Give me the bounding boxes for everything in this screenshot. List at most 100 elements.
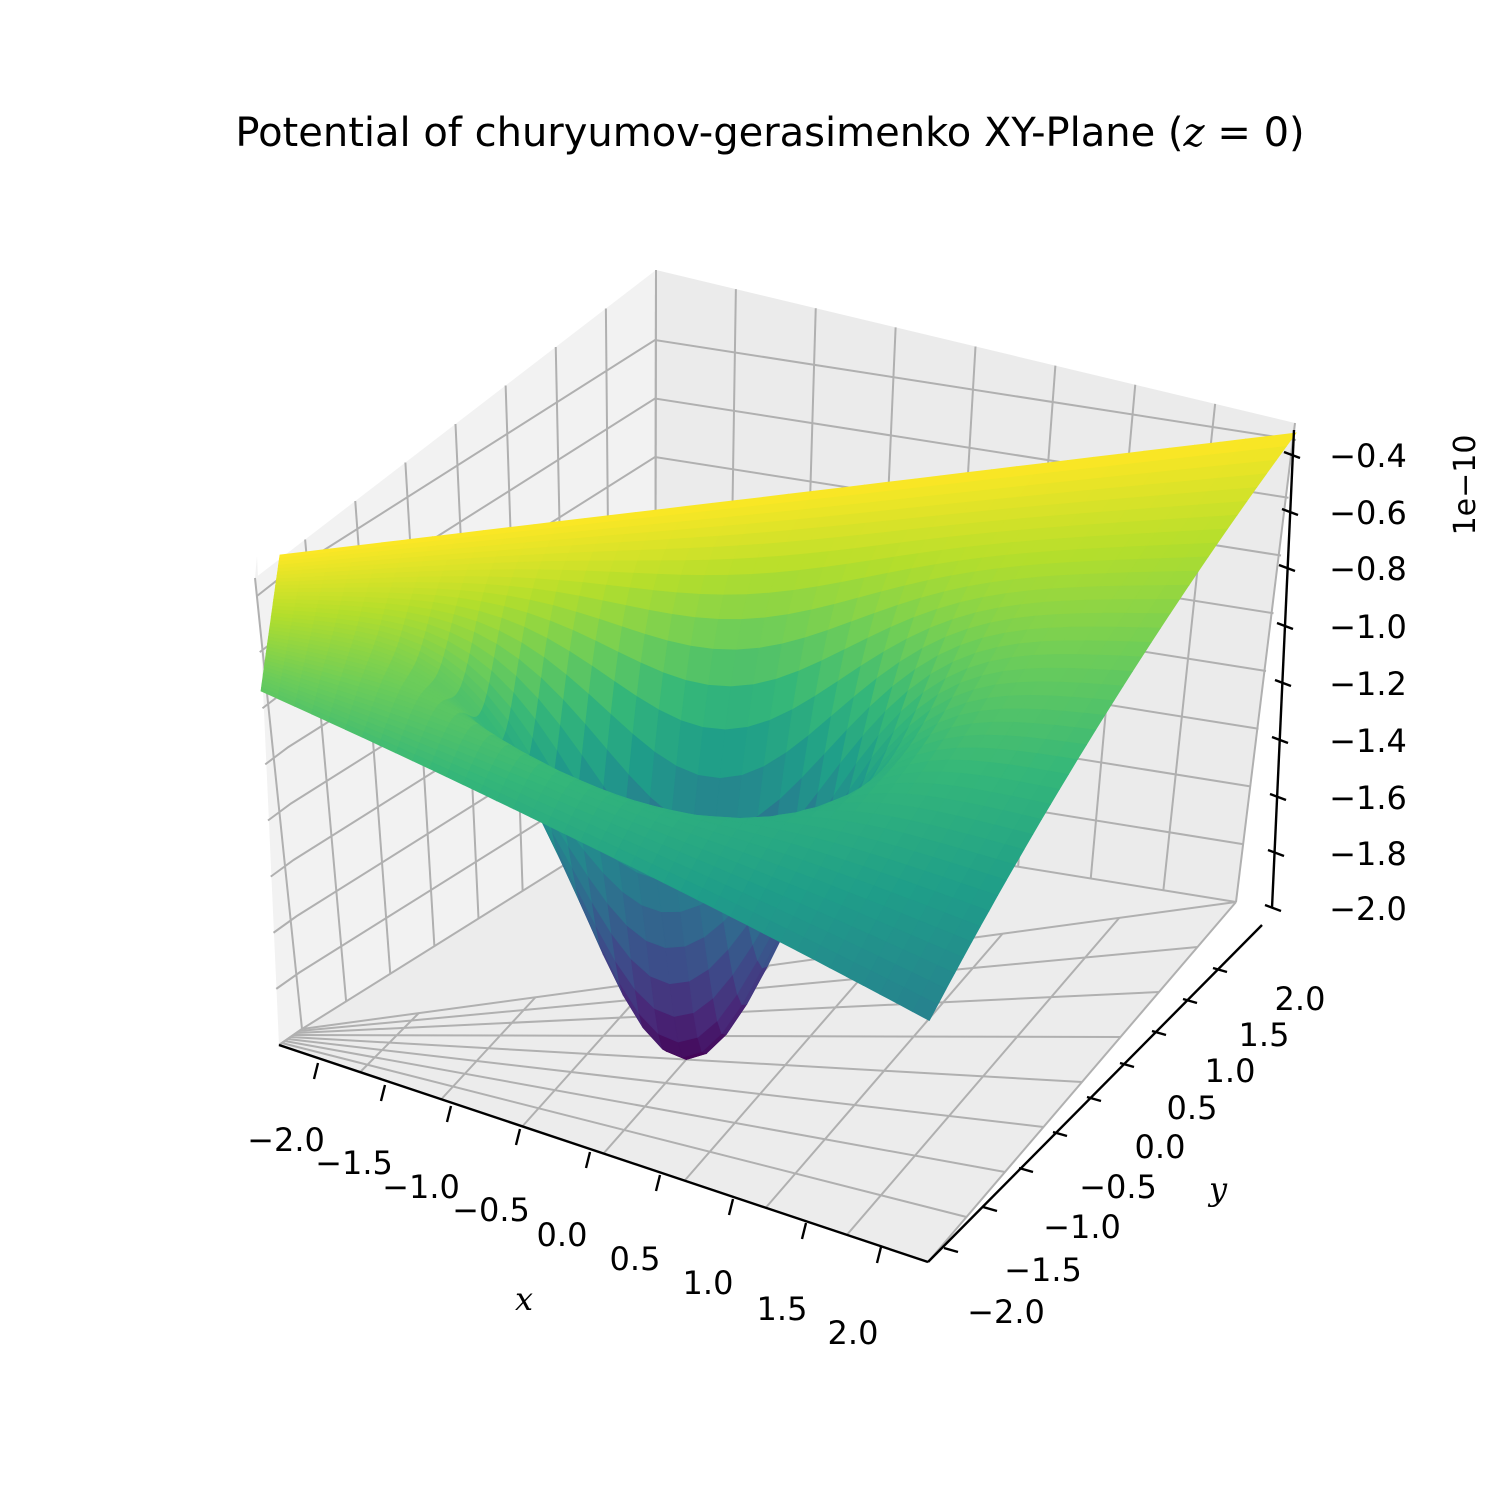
surface	[260, 432, 1297, 1061]
surface-patch	[562, 560, 591, 572]
chart-title: Potential of churyumov-gerasimenko XY-Pl…	[235, 110, 1305, 156]
grid-line	[256, 338, 1297, 597]
surface-patch	[274, 588, 299, 594]
axes	[278, 429, 1301, 1264]
surface-patch	[633, 560, 663, 575]
surface-patch	[415, 576, 443, 584]
y-tick-mark	[1086, 1095, 1102, 1103]
surface-patch	[343, 587, 369, 594]
surface-patch	[652, 573, 682, 594]
surface-patch	[592, 542, 622, 553]
y-axis-label: y	[1207, 1170, 1228, 1208]
z-tick-label: −1.4	[1329, 722, 1407, 760]
x-tick-mark	[584, 1151, 592, 1169]
z-tick-mark	[1264, 903, 1282, 913]
surface-patch	[466, 562, 495, 571]
surface-patch	[392, 576, 419, 584]
surface-patch	[538, 560, 567, 571]
z-axis-line	[1270, 429, 1296, 909]
surface-patch	[640, 538, 671, 551]
z-offset-label: 1e−10	[1448, 435, 1483, 536]
surface-patch	[490, 561, 519, 571]
y-tick-label: 0.0	[1135, 1128, 1186, 1166]
y-tick-mark	[1052, 1130, 1068, 1138]
surface-patch	[438, 576, 466, 584]
x-tick-label: 0.0	[537, 1216, 588, 1254]
x-tick-label: −1.5	[315, 1144, 393, 1182]
z-tick-mark	[1276, 621, 1294, 631]
surface-patch	[629, 572, 659, 591]
x-axis-line	[278, 1043, 929, 1264]
surface-patch	[637, 548, 667, 562]
z-tick-label: −0.4	[1329, 437, 1407, 475]
z-tick-label: −0.8	[1329, 550, 1407, 588]
surface-patch	[367, 582, 394, 589]
surface-patch	[368, 577, 395, 584]
surface-patch	[609, 560, 639, 574]
z-tick-mark	[1274, 678, 1292, 688]
y-tick-mark	[982, 1205, 998, 1213]
x-tick-label: 2.0	[828, 1314, 879, 1352]
surface-patch	[585, 560, 615, 573]
z-tick-label: −0.6	[1329, 494, 1407, 532]
surface-patch	[661, 547, 691, 562]
y-tick-mark	[1018, 1166, 1034, 1174]
surface-patch	[440, 569, 468, 578]
y-tick-label: −1.0	[1043, 1208, 1121, 1246]
surface-patch	[589, 550, 618, 562]
y-tick-label: 1.0	[1205, 1052, 1256, 1090]
surface-patch	[541, 552, 570, 563]
y-tick-mark	[1151, 1029, 1167, 1037]
y-axis-line	[927, 924, 1263, 1263]
x-tick-label: 0.5	[610, 1240, 661, 1278]
surface-patch	[488, 569, 516, 579]
x-tick-label: −0.5	[452, 1191, 530, 1229]
surface-patch	[297, 587, 323, 593]
y-tick-label: −2.0	[967, 1293, 1045, 1331]
surface-patch	[565, 551, 594, 562]
z-tick-mark	[1267, 848, 1285, 858]
tick-labels: −2.0−1.5−1.0−0.50.00.51.01.52.0−2.0−1.5−…	[247, 435, 1483, 1352]
surface-patch	[912, 995, 939, 1022]
surface-patch	[319, 591, 345, 598]
surface-patch	[517, 553, 546, 563]
grid-line	[254, 577, 303, 1030]
surface-patch	[514, 561, 543, 571]
x-tick-mark	[445, 1105, 453, 1123]
x-tick-mark	[875, 1246, 883, 1264]
z-tick-label: −1.8	[1329, 835, 1407, 873]
surface-patch	[321, 583, 347, 589]
z-tick-label: −2.0	[1329, 890, 1407, 928]
y-tick-label: 0.5	[1167, 1089, 1218, 1127]
x-tick-label: −2.0	[247, 1121, 325, 1159]
grid-line	[1235, 422, 1296, 903]
z-tick-mark	[1271, 735, 1289, 745]
surface-patch	[657, 560, 687, 576]
x-tick-mark	[379, 1084, 387, 1102]
x-tick-mark	[654, 1174, 662, 1192]
surface-patch	[417, 570, 445, 578]
z-tick-label: −1.0	[1329, 608, 1407, 646]
z-tick-mark	[1283, 450, 1301, 460]
y-tick-label: −1.5	[1004, 1251, 1082, 1289]
x-tick-mark	[514, 1128, 522, 1146]
grid-line	[683, 948, 887, 1182]
y-tick-mark	[1119, 1061, 1135, 1069]
y-tick-label: 1.5	[1239, 1016, 1290, 1054]
surface-patch	[344, 582, 370, 589]
surface-patch	[390, 582, 417, 589]
x-tick-mark	[800, 1222, 808, 1240]
y-tick-label: −0.5	[1079, 1168, 1157, 1206]
x-axis-label: x	[515, 1280, 533, 1318]
y-tick-mark	[1182, 997, 1198, 1005]
x-tick-label: 1.0	[683, 1264, 734, 1302]
z-tick-mark	[1278, 563, 1296, 573]
surface-patch	[320, 587, 346, 593]
z-tick-mark	[1269, 792, 1287, 802]
grid-line	[301, 901, 1237, 1030]
z-tick-label: −1.6	[1329, 779, 1407, 817]
z-tick-label: −1.2	[1329, 665, 1407, 703]
y-tick-mark	[1212, 966, 1228, 974]
